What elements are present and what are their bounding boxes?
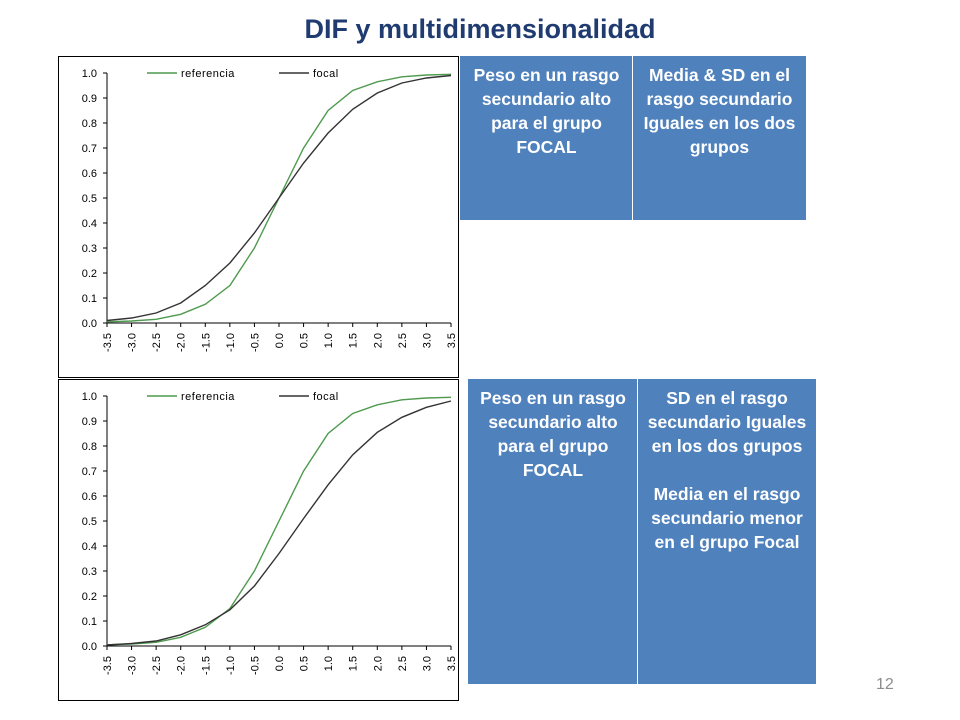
x-tick-label: 0.0 — [274, 656, 286, 671]
info-box-bottom-divider — [637, 379, 638, 684]
x-tick-label: -2.0 — [176, 333, 188, 352]
info-box-top-left: Peso en un rasgo secundario alto para el… — [460, 56, 633, 220]
y-tick-label: 0.6 — [82, 491, 97, 503]
series-line-referencia — [106, 396, 452, 646]
chart-bottom: 0.0 0.1 0.2 0.3 0.4 0.5 0.6 0.7 0.8 0.9 1.0 -3.5 -3.… — [58, 379, 459, 701]
info-box-top-right-text: Media & SD en el rasgo secundario Iguale… — [643, 65, 796, 157]
x-tick-label: 1.5 — [348, 333, 360, 348]
x-tick-label: 0.5 — [299, 656, 311, 671]
y-tick-label: 0.4 — [82, 541, 97, 553]
chart-top-svg: 0.0 0.1 0.2 0.3 0.4 0.5 0.6 0.7 0.8 0.9 1.0 -3.5 -3.… — [82, 68, 458, 352]
y-tick-label: 0.7 — [82, 143, 97, 155]
x-tick-label: -2.5 — [151, 333, 163, 352]
x-tick-label: 0.0 — [274, 333, 286, 348]
series-line-focal — [106, 400, 452, 646]
info-box-bottom-right: SD en el rasgo secundario Iguales en los… — [638, 379, 816, 684]
x-tick-label: -1.0 — [225, 656, 237, 675]
y-tick-label: 0.1 — [82, 293, 97, 305]
x-tick-label: 2.0 — [372, 333, 384, 348]
x-tick-label: -3.0 — [127, 656, 139, 675]
y-tick-label: 1.0 — [82, 68, 97, 80]
x-tick-label: 1.0 — [323, 333, 335, 348]
x-tick-label: 0.5 — [299, 333, 311, 348]
x-tick-label: -3.5 — [102, 656, 114, 675]
y-tick-label: 0.8 — [82, 118, 97, 130]
x-tick-label: 3.0 — [421, 656, 433, 671]
info-box-bottom: Peso en un rasgo secundario alto para el… — [468, 379, 816, 684]
y-tick-label: 0.9 — [82, 416, 97, 428]
series-line-focal — [106, 74, 452, 322]
y-tick-label: 0.5 — [82, 516, 97, 528]
x-tick-label: -0.5 — [249, 656, 261, 675]
x-tick-label: -2.5 — [151, 656, 163, 675]
x-tick-label: -2.0 — [176, 656, 188, 675]
info-box-top: Peso en un rasgo secundario alto para el… — [460, 56, 806, 220]
y-tick-label: 0.5 — [82, 193, 97, 205]
y-tick-label: 0.0 — [82, 641, 97, 653]
y-tick-label: 0.2 — [82, 591, 97, 603]
info-box-bottom-right-text-1: SD en el rasgo secundario Iguales en los… — [647, 388, 807, 456]
x-tick-label: -1.0 — [225, 333, 237, 352]
info-box-bottom-right-text-2: Media en el rasgo secundario menor en el… — [651, 484, 803, 552]
y-tick-label: 0.2 — [82, 268, 97, 280]
chart-bottom-svg: 0.0 0.1 0.2 0.3 0.4 0.5 0.6 0.7 0.8 0.9 1.0 -3.5 -3.… — [82, 391, 458, 675]
x-tick-label: 2.0 — [372, 656, 384, 671]
y-tick-label: 1.0 — [82, 391, 97, 403]
y-tick-label: 0.8 — [82, 441, 97, 453]
info-box-top-right: Media & SD en el rasgo secundario Iguale… — [633, 56, 806, 220]
legend-label-referencia: referencia — [181, 391, 235, 403]
page-number: 12 — [876, 676, 894, 693]
x-tick-label: 1.5 — [348, 656, 360, 671]
x-tick-label: 1.0 — [323, 656, 335, 671]
x-tick-label: 3.5 — [446, 333, 458, 348]
y-tick-label: 0.9 — [82, 93, 97, 105]
legend-label-focal: focal — [313, 391, 339, 403]
slide-title: DIF y multidimensionalidad — [304, 14, 656, 44]
y-tick-label: 0.1 — [82, 616, 97, 628]
y-tick-label: 0.0 — [82, 318, 97, 330]
x-tick-label: -1.5 — [200, 656, 212, 675]
info-box-top-left-text: Peso en un rasgo secundario alto para el… — [473, 65, 620, 157]
y-tick-label: 0.3 — [82, 243, 97, 255]
legend-label-referencia: referencia — [181, 68, 235, 80]
x-tick-label: 3.5 — [446, 656, 458, 671]
y-tick-label: 0.4 — [82, 218, 97, 230]
legend-label-focal: focal — [313, 68, 339, 80]
x-tick-label: 2.5 — [397, 656, 409, 671]
x-tick-label: 2.5 — [397, 333, 409, 348]
x-tick-label: -3.5 — [102, 333, 114, 352]
x-tick-label: 3.0 — [421, 333, 433, 348]
x-tick-label: -3.0 — [127, 333, 139, 352]
x-tick-label: -0.5 — [249, 333, 261, 352]
x-tick-label: -1.5 — [200, 333, 212, 352]
info-box-bottom-left-text: Peso en un rasgo secundario alto para el… — [480, 388, 626, 480]
info-box-bottom-left: Peso en un rasgo secundario alto para el… — [468, 379, 638, 684]
y-tick-label: 0.6 — [82, 168, 97, 180]
y-tick-label: 0.3 — [82, 566, 97, 578]
info-box-top-divider — [632, 56, 633, 220]
chart-top: 0.0 0.1 0.2 0.3 0.4 0.5 0.6 0.7 0.8 0.9 1.0 -3.5 -3.… — [58, 56, 459, 378]
y-tick-label: 0.7 — [82, 466, 97, 478]
